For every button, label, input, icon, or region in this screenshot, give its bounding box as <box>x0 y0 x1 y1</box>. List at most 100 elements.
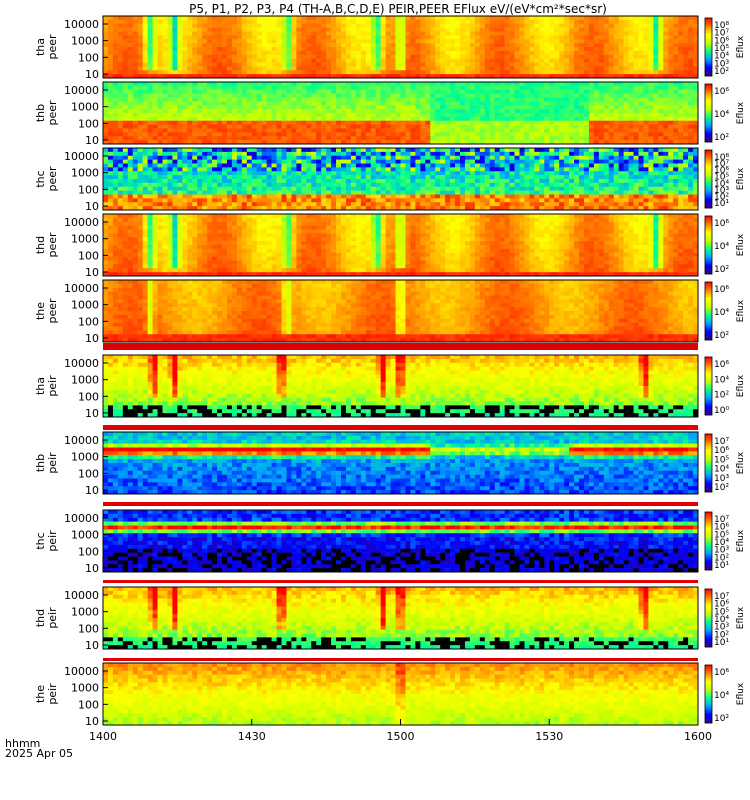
spectrogram-cell <box>360 175 367 180</box>
spectrogram-cell <box>217 97 223 102</box>
spectrogram-cell <box>296 85 302 91</box>
spectrogram-cell <box>514 124 520 129</box>
spectrogram-cell <box>484 151 491 157</box>
spectrogram-cell <box>430 19 436 25</box>
spectrogram-cell <box>167 124 173 129</box>
spectrogram-cell <box>147 62 153 67</box>
spectrogram-cell <box>415 105 421 110</box>
spectrogram-cell <box>341 167 347 172</box>
spectrogram-cell <box>415 175 421 180</box>
spectrogram-cell <box>390 39 396 44</box>
spectrogram-cell <box>529 85 535 91</box>
spectrogram-cell <box>167 155 173 160</box>
spectrogram-cell <box>172 120 178 125</box>
spectrogram-cell <box>217 93 223 98</box>
spectrogram-cell <box>157 105 163 110</box>
colorbar-segment <box>705 43 712 46</box>
spectrogram-cell <box>524 74 530 79</box>
spectrogram-cell <box>281 66 287 71</box>
spectrogram-cell <box>494 171 500 176</box>
colorbar-segment <box>705 64 712 67</box>
spectrogram-cell <box>688 151 694 157</box>
spectrogram-cell <box>415 167 421 172</box>
spectrogram-cell <box>241 35 248 40</box>
spectrogram-cell <box>107 101 114 106</box>
spectrogram-cell <box>663 175 669 180</box>
spectrogram-cell <box>177 43 183 48</box>
spectrogram-cell <box>440 19 446 25</box>
spectrogram-cell <box>251 89 258 94</box>
spectrogram-cell <box>598 132 605 137</box>
spectrogram-cell <box>316 23 322 28</box>
spectrogram-cell <box>187 128 193 133</box>
spectrogram-cell <box>549 89 555 94</box>
spectrogram-cell <box>420 82 426 87</box>
spectrogram-cell <box>390 167 396 172</box>
spectrogram-cell <box>623 116 629 122</box>
spectrogram-cell <box>162 62 168 67</box>
spectrogram-cell <box>207 23 213 28</box>
spectrogram-cell <box>281 82 287 87</box>
spectrogram-cell <box>222 23 228 28</box>
spectrogram-cell <box>648 136 654 141</box>
colorbar-segment <box>705 66 712 69</box>
spectrogram-cell <box>410 109 416 114</box>
spectrogram-cell <box>207 155 213 160</box>
spectrogram-cell <box>405 136 411 141</box>
spectrogram-cell <box>554 136 560 141</box>
spectrogram-cell <box>534 16 540 21</box>
spectrogram-cell <box>192 93 198 98</box>
spectrogram-cell <box>177 155 183 160</box>
spectrogram-cell <box>231 97 238 102</box>
spectrogram-cell <box>177 16 183 21</box>
spectrogram-cell <box>469 27 476 32</box>
spectrogram-cell <box>479 35 486 40</box>
spectrogram-cell <box>559 58 565 63</box>
spectrogram-cell <box>425 128 431 133</box>
spectrogram-cell <box>127 136 134 141</box>
spectrogram-cell <box>544 23 550 28</box>
spectrogram-cell <box>445 82 451 87</box>
spectrogram-cell <box>152 50 158 56</box>
spectrogram-cell <box>445 39 451 44</box>
spectrogram-cell <box>187 93 193 98</box>
spectrogram-cell <box>261 101 267 106</box>
spectrogram-cell <box>212 175 218 180</box>
spectrogram-cell <box>559 39 565 44</box>
spectrogram-cell <box>251 109 258 114</box>
spectrogram-cell <box>162 39 168 44</box>
spectrogram-cell <box>370 47 377 52</box>
spectrogram-cell <box>663 89 669 94</box>
spectrogram-cell <box>415 85 421 91</box>
spectrogram-cell <box>643 105 649 110</box>
spectrogram-cell <box>301 70 307 75</box>
spectrogram-cell <box>593 31 600 36</box>
spectrogram-cell <box>246 93 253 98</box>
spectrogram-cell <box>524 82 530 87</box>
spectrogram-cell <box>569 113 575 118</box>
spectrogram-cell <box>638 128 644 133</box>
spectrogram-cell <box>499 39 505 44</box>
spectrogram-cell <box>618 167 624 172</box>
spectrogram-cell <box>241 39 248 44</box>
spectrogram-cell <box>167 167 173 172</box>
spectrogram-cell <box>142 31 148 36</box>
spectrogram-cell <box>668 70 674 75</box>
spectrogram-cell <box>574 47 580 52</box>
spectrogram-cell <box>559 136 565 141</box>
spectrogram-cell <box>365 27 372 32</box>
spectrogram-cell <box>336 120 342 125</box>
spectrogram-cell <box>479 43 486 48</box>
spectrogram-cell <box>564 167 570 172</box>
spectrogram-cell <box>450 58 456 63</box>
spectrogram-cell <box>127 50 134 56</box>
spectrogram-cell <box>296 43 302 48</box>
spectrogram-cell <box>598 97 605 102</box>
spectrogram-cell <box>623 128 629 133</box>
spectrogram-cell <box>524 175 530 180</box>
spectrogram-cell <box>326 163 332 168</box>
spectrogram-cell <box>157 97 163 102</box>
spectrogram-cell <box>445 128 451 133</box>
spectrogram-cell <box>564 140 570 145</box>
panel-species-label: peer <box>46 100 59 126</box>
